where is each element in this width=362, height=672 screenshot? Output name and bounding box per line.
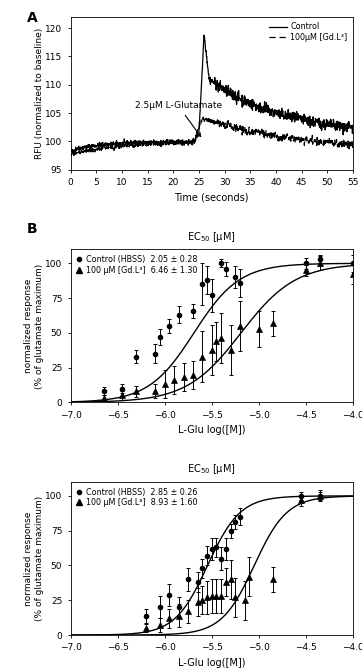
100μM [Gd.L³] [82, 146, 87, 155]
Line: Control: Control [71, 35, 353, 153]
Y-axis label: normalized response
(% of glutamate maximum): normalized response (% of glutamate maxi… [24, 496, 43, 621]
Control [68, 147, 73, 155]
Control [72, 149, 76, 157]
Text: A: A [27, 11, 38, 25]
Line: 100μM [Gd.L³]: 100μM [Gd.L³] [71, 117, 353, 156]
Control [340, 121, 345, 129]
100μM [Gd.L³] [68, 152, 73, 160]
X-axis label: L-Glu log([M]): L-Glu log([M]) [178, 425, 245, 435]
100μM [Gd.L³] [340, 142, 345, 150]
Legend: Control (HBSS)  2.05 ± 0.28, 100 μM [Gd.L³]  6.46 ± 1.30: Control (HBSS) 2.05 ± 0.28, 100 μM [Gd.L… [75, 253, 199, 276]
100μM [Gd.L³] [201, 113, 206, 121]
100μM [Gd.L³] [69, 152, 73, 160]
Control [186, 138, 190, 146]
Text: 2.5μM L-Glutamate: 2.5μM L-Glutamate [135, 101, 222, 136]
100μM [Gd.L³] [140, 141, 144, 149]
Control [286, 106, 290, 114]
Text: EC$_{50}$ [μM]: EC$_{50}$ [μM] [188, 230, 236, 243]
100μM [Gd.L³] [351, 141, 355, 149]
Control [90, 142, 94, 151]
Y-axis label: RFU (normalized to baseline): RFU (normalized to baseline) [35, 28, 43, 159]
Control [82, 142, 87, 150]
100μM [Gd.L³] [90, 142, 94, 150]
100μM [Gd.L³] [186, 138, 190, 146]
Legend: Control, 100μM [Gd.L³]: Control, 100μM [Gd.L³] [268, 21, 349, 43]
Text: B: B [27, 222, 37, 236]
Legend: Control (HBSS)  2.85 ± 0.26, 100 μM [Gd.L⁸]  8.93 ± 1.60: Control (HBSS) 2.85 ± 0.26, 100 μM [Gd.L… [75, 486, 199, 509]
Control [202, 31, 206, 39]
X-axis label: Time (seconds): Time (seconds) [174, 193, 249, 203]
Y-axis label: normalized response
(% of glutamate maximum): normalized response (% of glutamate maxi… [24, 263, 43, 388]
Text: EC$_{50}$ [μM]: EC$_{50}$ [μM] [188, 462, 236, 476]
X-axis label: L-Glu log([M]): L-Glu log([M]) [178, 658, 245, 668]
Control [351, 123, 355, 131]
Control [140, 139, 144, 147]
100μM [Gd.L³] [286, 134, 290, 142]
